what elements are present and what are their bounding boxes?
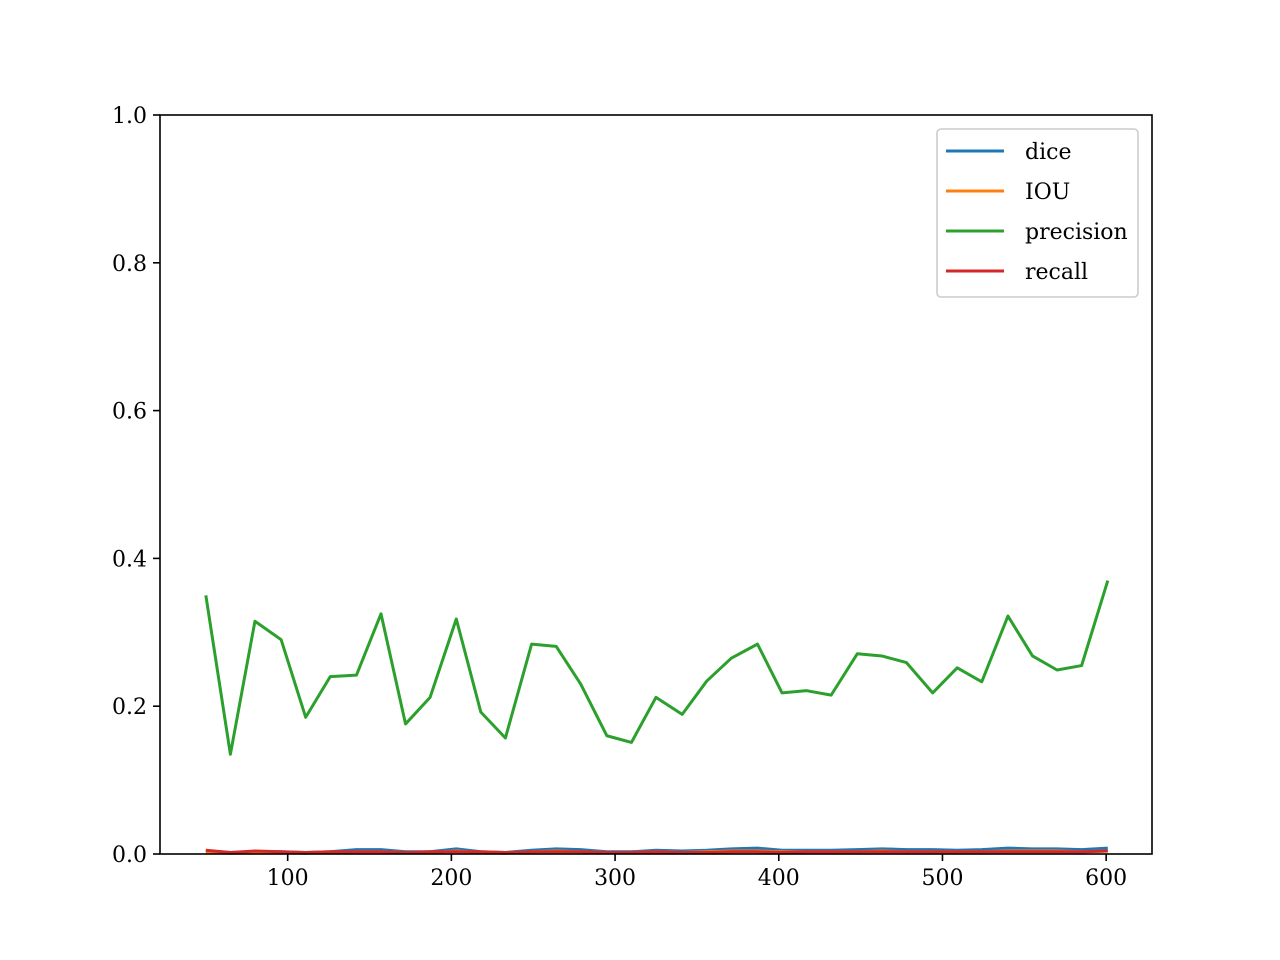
y-tick-label: 0.0 xyxy=(112,843,147,868)
series-line-recall xyxy=(205,848,1108,855)
legend-box xyxy=(936,128,1139,298)
x-tick-label: 400 xyxy=(758,866,800,891)
y-tick-label: 1.0 xyxy=(112,104,147,129)
x-tick-label: 100 xyxy=(267,866,309,891)
y-tick-label: 0.4 xyxy=(112,547,147,572)
x-axis: 100 200 300 400 500 600 xyxy=(267,854,1127,891)
x-tick-label: 300 xyxy=(594,866,636,891)
series-line-precision xyxy=(204,580,1110,756)
x-tick-label: 500 xyxy=(921,866,963,891)
legend-label-iou: IOU xyxy=(1025,180,1070,205)
legend-label-precision: precision xyxy=(1025,220,1128,245)
legend-label-dice: dice xyxy=(1025,140,1071,165)
x-tick-label: 600 xyxy=(1085,866,1127,891)
legend: dice IOU precision recall xyxy=(936,128,1139,298)
y-tick-label: 0.2 xyxy=(112,695,147,720)
x-tick-label: 200 xyxy=(430,866,472,891)
y-axis: 0.0 0.2 0.4 0.6 0.8 1.0 xyxy=(112,104,160,868)
series-layer xyxy=(204,580,1110,855)
axes-frame xyxy=(159,114,1153,855)
y-tick-label: 0.6 xyxy=(112,400,147,425)
y-tick-label: 0.8 xyxy=(112,252,147,277)
legend-label-recall: recall xyxy=(1025,260,1088,285)
